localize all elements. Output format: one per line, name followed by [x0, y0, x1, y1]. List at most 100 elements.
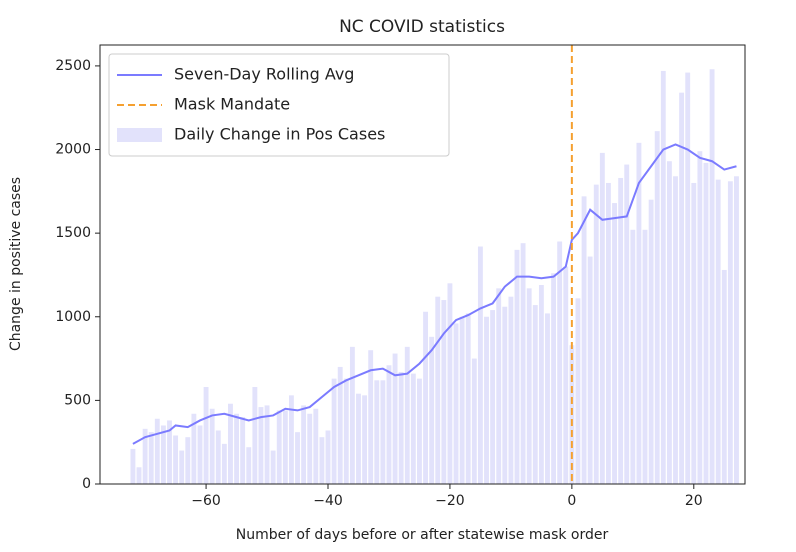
bar [313, 408, 319, 484]
bar [130, 448, 136, 484]
bar [496, 288, 502, 484]
legend-box [108, 53, 450, 157]
bar [337, 366, 343, 484]
bar [727, 181, 733, 484]
x-tick-label: −40 [313, 493, 343, 509]
legend-label: Daily Change in Pos Cases [174, 125, 385, 144]
x-tick-label: −20 [435, 493, 465, 509]
bar [179, 450, 185, 484]
bar [599, 152, 605, 484]
bar [459, 316, 465, 484]
bar [276, 410, 282, 484]
y-tick-label: 1500 [55, 225, 91, 241]
bar [295, 432, 300, 484]
bar [380, 380, 386, 484]
bar [264, 405, 270, 484]
bar [386, 365, 392, 484]
bar [173, 435, 179, 484]
x-tick-label: 20 [685, 493, 703, 509]
bar [374, 380, 380, 484]
bar [618, 177, 624, 484]
y-tick-label: 0 [82, 476, 91, 492]
bar [587, 256, 593, 484]
bar [191, 413, 197, 484]
legend-swatch [117, 128, 162, 142]
bar [660, 70, 666, 484]
bar [325, 430, 331, 484]
bar [703, 162, 709, 484]
bar [636, 142, 642, 484]
bar [429, 336, 435, 484]
bar [301, 405, 307, 484]
y-tick-label: 2500 [55, 58, 91, 74]
bar [642, 229, 648, 484]
bar [648, 199, 654, 484]
bar [203, 387, 209, 484]
bar [392, 353, 398, 484]
bar [685, 72, 691, 484]
bar [167, 420, 172, 484]
bar [246, 447, 252, 484]
bar [447, 283, 453, 484]
bar [185, 437, 191, 484]
plot-frame [99, 44, 746, 485]
bar [502, 306, 508, 484]
bar [508, 296, 514, 484]
x-axis-label: Number of days before or after statewise… [236, 527, 609, 543]
bar [526, 288, 532, 484]
bar [136, 467, 142, 484]
y-tick-label: 2000 [55, 142, 91, 158]
bar [593, 184, 599, 485]
y-tick-label: 500 [64, 392, 91, 408]
bar [471, 358, 477, 484]
bar [673, 176, 678, 484]
bar [331, 378, 337, 484]
x-tick-label: −60 [191, 493, 221, 509]
y-axis-label: Change in positive cases [8, 177, 24, 351]
legend-label: Mask Mandate [174, 95, 290, 114]
bar [234, 413, 239, 484]
bar [477, 246, 483, 484]
bar [606, 182, 611, 484]
bar [215, 430, 221, 484]
bar [398, 371, 404, 484]
bar [441, 300, 447, 484]
bar [404, 346, 410, 484]
bar [709, 69, 715, 485]
bar [423, 311, 428, 484]
bar [453, 323, 459, 484]
bar [545, 313, 550, 484]
bar [624, 164, 630, 484]
bar [484, 316, 489, 484]
bar [160, 425, 166, 484]
bar [258, 407, 264, 484]
bar [630, 229, 636, 484]
x-tick-label: 0 [567, 493, 576, 509]
rolling-avg-line [132, 143, 737, 445]
bar [520, 243, 526, 484]
bar [148, 432, 154, 484]
bar [417, 378, 422, 484]
bar [734, 176, 739, 484]
bar [362, 395, 368, 484]
bar [563, 266, 569, 484]
bar [721, 269, 727, 484]
bar [697, 151, 703, 484]
bar [435, 296, 441, 484]
bar [612, 203, 617, 485]
bar [307, 413, 313, 484]
bar [691, 182, 697, 484]
bar [209, 408, 215, 484]
bar [349, 346, 355, 484]
bar [197, 425, 203, 484]
bar [221, 443, 227, 484]
chart-title: NC COVID statistics [339, 17, 505, 37]
bar [514, 249, 520, 484]
legend-label: Seven-Day Rolling Avg [174, 65, 354, 84]
bar [228, 403, 233, 484]
bar [654, 131, 660, 484]
bar [240, 417, 246, 484]
bar [343, 378, 349, 484]
bar [490, 310, 496, 484]
